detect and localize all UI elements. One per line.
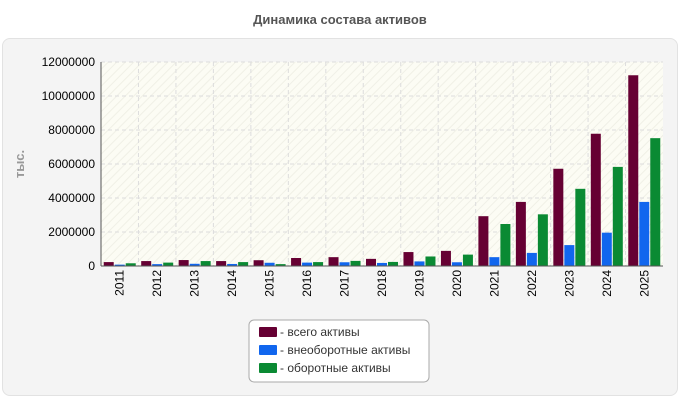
x-tick-label: 2017: [338, 270, 352, 297]
bar-2013-s0: [178, 260, 189, 266]
legend-swatch-s0: [259, 327, 277, 337]
bar-2013-s2: [200, 261, 211, 266]
bar-2018-s1: [377, 262, 387, 266]
legend-label-s2: - оборотные активы: [280, 361, 391, 375]
y-tick-label: 2000000: [48, 225, 95, 239]
bar-2021-s0: [478, 216, 489, 266]
x-tick-label: 2015: [263, 270, 277, 297]
bar-2025-s0: [628, 75, 639, 266]
bar-2020-s0: [440, 250, 451, 266]
x-tick-label: 2018: [375, 270, 389, 297]
bar-2012-s0: [141, 261, 152, 266]
bar-2024-s0: [590, 133, 601, 266]
x-tick-label: 2024: [600, 270, 614, 297]
x-tick-label: 2012: [150, 270, 164, 297]
legend-box: [248, 319, 430, 383]
x-tick-label: 2013: [188, 270, 202, 297]
bar-2020-s2: [462, 254, 473, 266]
bar-2018-s2: [388, 261, 398, 266]
y-tick-label: 4000000: [48, 191, 95, 205]
y-tick-label: 10000000: [42, 89, 96, 103]
bar-2022-s0: [515, 201, 526, 266]
bar-2023-s2: [575, 188, 586, 266]
bar-2017-s0: [328, 257, 339, 266]
chart-title: Динамика состава активов: [253, 12, 427, 27]
bar-2019-s0: [403, 252, 414, 266]
x-tick-label: 2021: [487, 270, 501, 297]
bar-2015-s1: [264, 262, 275, 266]
bar-2017-s2: [350, 260, 361, 266]
y-tick-label: 12000000: [42, 55, 96, 69]
bar-2011-s0: [103, 262, 114, 266]
bar-2011-s1: [114, 264, 125, 266]
x-tick-label: 2011: [113, 270, 127, 296]
legend-label-s0: - всего активы: [280, 325, 360, 339]
bar-2015-s0: [253, 260, 264, 266]
bar-2025-s2: [650, 138, 661, 266]
bar-2022-s1: [526, 252, 537, 266]
bar-2013-s1: [189, 263, 200, 266]
bar-2021-s1: [489, 257, 500, 266]
x-tick-label: 2019: [412, 270, 426, 297]
x-tick-label: 2020: [450, 270, 464, 297]
bar-2018-s0: [366, 258, 376, 266]
bar-2023-s0: [553, 168, 564, 266]
bar-2014-s2: [238, 262, 249, 266]
bar-2021-s2: [500, 224, 511, 266]
bar-2020-s1: [451, 262, 462, 266]
x-tick-label: 2022: [525, 270, 539, 297]
bar-2016-s1: [302, 262, 313, 266]
x-tick-label: 2025: [637, 270, 651, 297]
y-axis-label: тыс.: [12, 150, 27, 178]
bar-2016-s2: [313, 262, 324, 266]
legend-swatch-s2: [259, 363, 277, 373]
bar-2017-s1: [339, 262, 350, 266]
bar-2022-s2: [537, 214, 548, 266]
x-tick-label: 2016: [300, 270, 314, 297]
bar-2024-s2: [612, 166, 623, 266]
bar-2025-s1: [639, 201, 650, 266]
bar-2023-s1: [564, 245, 575, 266]
bar-2014-s0: [216, 261, 227, 266]
bar-2015-s2: [275, 264, 286, 266]
bar-2011-s2: [125, 263, 136, 266]
bar-2012-s2: [163, 262, 174, 266]
bar-2016-s0: [291, 258, 302, 266]
x-tick-label: 2023: [562, 270, 576, 297]
bar-2019-s1: [414, 261, 425, 266]
bar-2019-s2: [425, 256, 436, 266]
legend-swatch-s1: [259, 345, 277, 355]
bar-2014-s1: [227, 263, 238, 266]
y-tick-label: 6000000: [48, 157, 95, 171]
bar-2024-s1: [601, 232, 612, 266]
y-tick-label: 8000000: [48, 123, 95, 137]
legend-label-s1: - внеоборотные активы: [280, 343, 410, 357]
y-tick-label: 0: [88, 259, 95, 273]
x-tick-label: 2014: [225, 270, 239, 297]
bar-2012-s1: [152, 264, 163, 266]
